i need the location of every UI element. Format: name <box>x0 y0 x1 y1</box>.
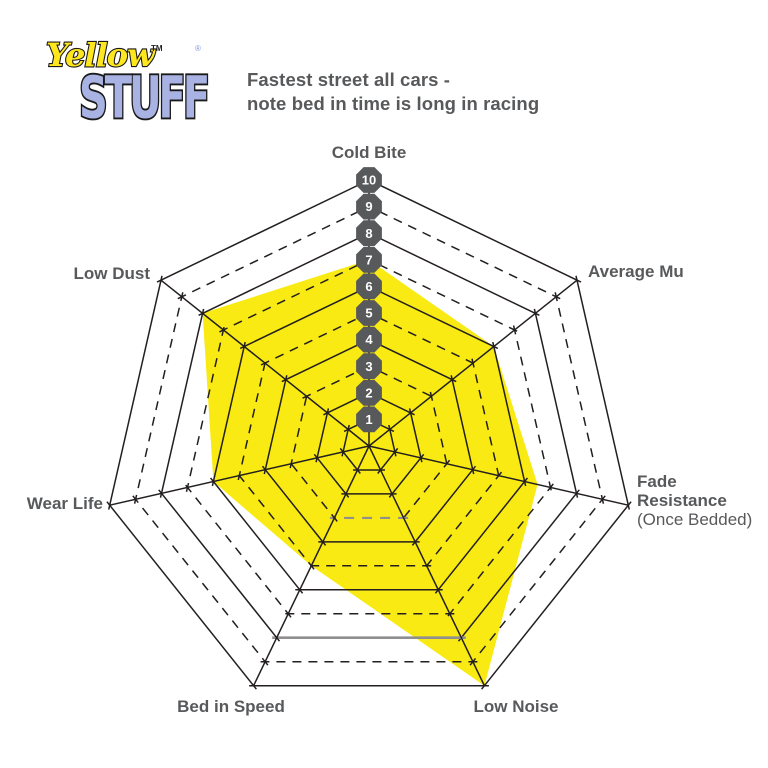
grid-ring <box>575 275 631 510</box>
grid-ring <box>235 471 315 570</box>
scale-badge-number: 5 <box>365 306 372 321</box>
scale-badge <box>356 220 382 247</box>
series-polygon <box>202 259 538 686</box>
grid-ring <box>177 203 374 300</box>
grid-ring <box>198 230 374 316</box>
grid-ring <box>408 408 423 463</box>
grid-ring <box>364 257 519 333</box>
grid-ring <box>411 465 477 546</box>
axis-label-average-mu: Average Mu <box>588 262 684 281</box>
grid-ring <box>364 177 582 283</box>
axis-label-low-dust: Low Dust <box>73 264 151 283</box>
brand-logo: Yellow TM STUFF ® <box>45 35 212 128</box>
grid-ring <box>184 483 292 618</box>
grid-ring <box>211 341 246 487</box>
axis-label-fade-resistance-note: (Once Bedded) <box>637 510 753 529</box>
scale-badge <box>356 353 382 380</box>
grid-ring <box>364 363 436 399</box>
grid-ring <box>159 308 205 498</box>
scale-badge <box>356 406 382 433</box>
scale-badge <box>356 167 382 193</box>
scale-badge-number: 7 <box>365 252 372 267</box>
brand-word-stuff: STUFF <box>79 64 207 128</box>
scale-badge-number: 4 <box>365 332 373 347</box>
grid-ring <box>313 453 350 498</box>
grid-ring <box>423 471 503 570</box>
grid-ring <box>492 341 527 487</box>
axis-label-bed-in-speed: Bed in Speed <box>177 697 285 716</box>
axis-spoke <box>160 279 370 447</box>
grid-ring <box>434 477 528 594</box>
grid-ring <box>512 325 553 492</box>
scale-badge-number: 1 <box>365 412 372 427</box>
scale-badge-number: 9 <box>365 199 372 214</box>
scale-badge <box>356 246 382 273</box>
grid-ring <box>210 477 304 594</box>
axis-spoke <box>368 279 578 447</box>
grid-ring <box>185 325 226 492</box>
grid-ring <box>400 459 451 522</box>
grid-ring <box>158 489 281 642</box>
axis-spoke <box>109 445 370 506</box>
grid-ring <box>364 203 561 300</box>
registered-symbol: ® <box>195 44 201 53</box>
grid-ring <box>260 310 374 366</box>
grid-ring <box>364 230 540 316</box>
grid-ring <box>450 375 475 475</box>
scale-badge <box>356 300 382 326</box>
grid-ring <box>429 391 449 469</box>
scale-badge <box>356 193 382 220</box>
grid-ring <box>364 283 499 350</box>
grid-ring <box>239 283 374 350</box>
grid-ring <box>106 501 257 690</box>
grid-ring <box>364 310 478 366</box>
scale-badge <box>356 273 382 300</box>
grid-ring <box>471 358 501 481</box>
axis-label-low-noise: Low Noise <box>473 697 559 716</box>
scale-badge-number: 8 <box>365 226 372 241</box>
grid-ring <box>132 495 269 666</box>
grid-ring <box>469 495 606 666</box>
axis-label-wear-life: Wear Life <box>26 494 103 513</box>
grid-ring <box>263 375 288 475</box>
scale-badge-number: 6 <box>365 279 372 294</box>
axis-spoke <box>368 445 486 687</box>
grid-ring <box>287 459 338 522</box>
axis-spoke <box>368 445 629 506</box>
axis-label-fade-resistance-title: Fade Resistance <box>637 472 727 510</box>
grid-ring <box>219 257 374 333</box>
grid-ring <box>388 453 425 498</box>
grid-ring <box>261 465 327 546</box>
grid-ring <box>457 489 580 642</box>
scale-badge-number: 10 <box>362 173 376 188</box>
grid-ring <box>156 177 374 283</box>
trademark-symbol: TM <box>151 44 163 53</box>
grid-ring <box>315 408 330 463</box>
brand-word-yellow: Yellow <box>46 36 156 74</box>
grid-ring <box>481 501 632 690</box>
scale-badge-number: 3 <box>365 359 372 374</box>
chart-subtitle-line2: note bed in time is long in racing <box>247 93 540 114</box>
axis-label-cold-bite: Cold Bite <box>331 143 407 162</box>
scale-badge <box>356 326 382 353</box>
grid-ring <box>533 308 579 498</box>
grid-ring <box>133 292 184 504</box>
chart-subtitle: Fastest street all cars - note bed in ti… <box>247 68 539 116</box>
scale-badge-number: 2 <box>365 385 372 400</box>
grid-ring <box>554 292 605 504</box>
grid-ring <box>446 483 554 618</box>
grid-ring <box>107 275 163 510</box>
axis-label-fade-resistance: Fade Resistance (Once Bedded) <box>637 472 759 529</box>
chart-subtitle-line1: Fastest street all cars - <box>247 69 451 90</box>
scale-badge <box>356 379 382 406</box>
axis-spoke <box>252 445 370 687</box>
grid-ring <box>289 391 309 469</box>
grid-ring <box>237 358 267 481</box>
